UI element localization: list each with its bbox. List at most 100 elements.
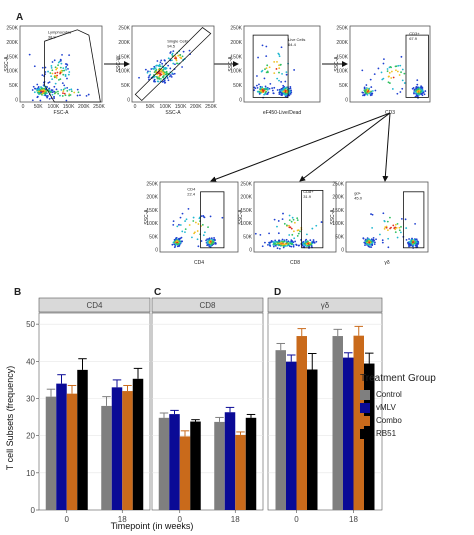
flow-y-tick: 250K xyxy=(6,26,18,32)
flow-x-label: eF450-Live/Dead xyxy=(263,110,302,116)
error-bar xyxy=(159,412,169,418)
flow-y-tick: 200K xyxy=(336,40,348,46)
x-tick-label: 18 xyxy=(349,515,358,524)
gate-value: 38.9 xyxy=(48,35,57,40)
gate-outline xyxy=(200,191,225,249)
flow-y-tick: 0 xyxy=(155,248,158,254)
flow-plot-p4: CD3+67.9 CD3 SSC-A 250K 200K 150K 100K 50K 0 xyxy=(334,26,431,116)
flow-x-label: SSC-A xyxy=(165,110,181,116)
flow-y-tick: 0 xyxy=(239,98,242,104)
error-bar xyxy=(57,374,66,384)
flow-gating-panel: Lymphocytes38.9FSC-ASSC-A250K200K150K100… xyxy=(4,26,431,266)
bar-vmlv xyxy=(224,412,236,510)
flow-y-label: SSC-A xyxy=(4,56,10,72)
flow-y-tick: 150K xyxy=(118,54,130,60)
gate-name: Lymphocytes xyxy=(48,30,71,35)
flow-y-tick: 150K xyxy=(146,208,158,214)
density-dots xyxy=(28,53,90,102)
flow-y-tick: 50K xyxy=(9,83,19,89)
flow-x-tick: 250K xyxy=(205,104,217,110)
flow-y-tick: 250K xyxy=(336,26,348,32)
y-tick-label: 50 xyxy=(26,320,35,329)
flow-x-tick: 250K xyxy=(93,104,105,110)
flow-y-label: SSC-A xyxy=(330,209,336,225)
facet-2: CD8 0 18 xyxy=(151,297,264,524)
legend-label-combo: Combo xyxy=(376,416,402,425)
flow-y-tick: 50K xyxy=(149,234,159,240)
flow-y-label: SSC-W xyxy=(116,55,122,72)
flow-y-tick: 200K xyxy=(118,40,130,46)
legend-item-rb51: RB51 xyxy=(360,427,436,440)
flow-x-label: γδ xyxy=(384,260,390,266)
facet-strip xyxy=(267,297,383,313)
bar-vmlv xyxy=(343,357,354,510)
density-dots xyxy=(361,55,427,99)
flow-y-tick: 150K xyxy=(336,54,348,60)
error-bar xyxy=(170,409,179,415)
gate-name: CD4 xyxy=(187,186,196,191)
flow-y-tick: 250K xyxy=(146,182,158,188)
error-bar xyxy=(112,379,122,388)
legend-label-vmlv: vMLV xyxy=(376,403,396,412)
legend-label-control: Control xyxy=(376,390,402,399)
gate-name: CD3+ xyxy=(409,31,420,36)
flow-y-tick: 150K xyxy=(6,54,18,60)
bar-chart: T cell Subsets (frequency) Timepoint (in… xyxy=(5,297,383,531)
gate-value: 64.4 xyxy=(288,42,297,47)
bar-vmlv xyxy=(111,387,123,510)
y-tick-label: 40 xyxy=(26,357,35,366)
error-bar xyxy=(276,342,285,351)
bar-control xyxy=(214,421,225,510)
flow-plot-p7: gd+45.0 γδ SSC-A 250K 200K 150K 100K 50K 0 xyxy=(330,182,429,266)
error-bar xyxy=(46,388,56,397)
flow-y-tick: 50K xyxy=(233,83,243,89)
density-dots xyxy=(362,212,420,249)
flow-x-label: CD8 xyxy=(290,260,300,266)
x-tick-label: 18 xyxy=(118,515,127,524)
flow-y-tick: 100K xyxy=(118,69,130,75)
error-bar xyxy=(365,352,374,364)
flow-plot-frame xyxy=(253,181,337,253)
gate-outline xyxy=(134,26,212,102)
flow-plot-p1: Lymphocytes38.9FSC-ASSC-A250K200K150K100… xyxy=(4,26,105,117)
bar-rb51 xyxy=(132,378,144,510)
flow-y-tick: 50K xyxy=(243,234,253,240)
flow-y-label: SSC-A xyxy=(334,56,340,72)
flow-y-tick: 250K xyxy=(332,182,344,188)
flow-y-tick: 150K xyxy=(240,208,252,214)
bar-combo xyxy=(353,335,364,510)
flow-y-label: SSC-A xyxy=(228,56,234,72)
error-bar xyxy=(102,396,111,406)
panel-label-a: A xyxy=(16,12,24,23)
bar-vmlv xyxy=(56,383,67,510)
flow-y-tick: 100K xyxy=(336,69,348,75)
flow-y-tick: 50K xyxy=(335,234,345,240)
facet-strip xyxy=(151,297,264,313)
bar-vmlv xyxy=(169,414,180,510)
legend-swatch-control xyxy=(360,389,370,400)
y-axis-title: T cell Subsets (frequency) xyxy=(5,366,15,470)
flow-y-tick: 150K xyxy=(332,208,344,214)
flow-y-tick: 200K xyxy=(6,40,18,46)
legend-swatch-vmlv xyxy=(360,402,370,413)
bar-rb51 xyxy=(190,421,201,510)
flow-x-tick: 150K xyxy=(63,104,75,110)
error-bar xyxy=(236,431,245,435)
gate-value: 31.9 xyxy=(303,194,312,199)
bar-combo xyxy=(179,436,191,510)
flow-y-tick: 250K xyxy=(230,26,242,32)
bar-vmlv xyxy=(286,361,297,510)
legend-swatch-combo xyxy=(360,415,370,426)
gate-outline xyxy=(402,191,425,249)
bar-combo xyxy=(235,434,246,510)
y-tick-label: 0 xyxy=(31,506,36,515)
bar-control xyxy=(45,396,57,510)
gate-outline xyxy=(405,34,429,98)
error-bar xyxy=(225,406,235,413)
flow-plot-p6: CD8+31.9 CD8 SSC-A 250K 200K 150K 100K 50K 0 xyxy=(238,181,337,266)
density-dots xyxy=(138,49,191,84)
flow-x-tick: 100K xyxy=(48,104,60,110)
bar-control xyxy=(101,405,112,510)
